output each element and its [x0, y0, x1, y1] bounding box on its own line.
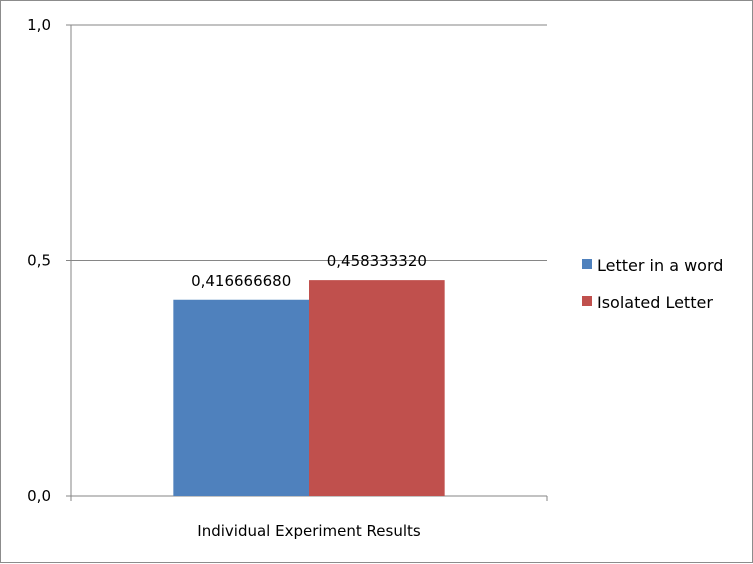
x-category-label: Individual Experiment Results [197, 522, 421, 540]
legend-label-isolated-letter: Isolated Letter [597, 293, 713, 312]
y-tick-labels: 0,0 0,5 1,0 [27, 16, 71, 505]
legend-label-letter-in-a-word: Letter in a word [597, 256, 723, 275]
data-label-letter-in-a-word: 0,416666680 [191, 272, 291, 290]
legend-swatch-isolated-letter [582, 296, 592, 306]
y-tick-label-2: 1,0 [27, 16, 51, 34]
y-tick-label-1: 0,5 [27, 252, 51, 270]
data-labels: 0,416666680 0,458333320 [191, 252, 427, 290]
y-tick-label-0: 0,0 [27, 487, 51, 505]
bars [173, 280, 445, 496]
legend: Letter in a word Isolated Letter [582, 256, 723, 312]
data-label-isolated-letter: 0,458333320 [327, 252, 427, 270]
bar-isolated-letter [309, 280, 445, 496]
gridlines [71, 24, 547, 261]
legend-swatch-letter-in-a-word [582, 259, 592, 269]
bar-letter-in-a-word [173, 299, 309, 496]
